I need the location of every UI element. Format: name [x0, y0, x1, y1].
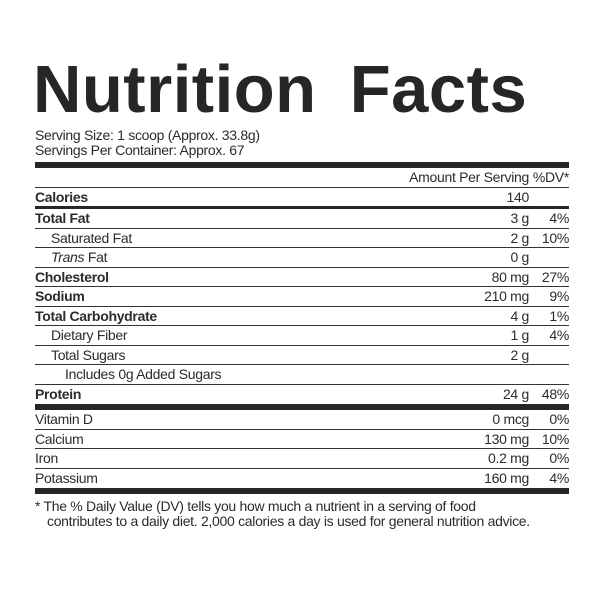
footnote: * The % Daily Value (DV) tells you how m… [35, 498, 530, 529]
nutrient-row: Saturated Fat 2 g 10% [35, 229, 569, 248]
label-title: Nutrition Facts [33, 52, 528, 127]
nutrient-row: Dietary Fiber 1 g 4% [35, 326, 569, 346]
vitamin-row: Iron 0.2 mg 0% [35, 449, 569, 469]
header-row: Amount Per Serving %DV* [35, 168, 569, 188]
nutrition-facts-label: Nutrition Facts Serving Size: 1 scoop (A… [33, 52, 569, 529]
nutrient-row: Protein 24 g 48% [35, 385, 569, 402]
nutrient-row: Sodium 210 mg 9% [35, 287, 569, 307]
nutrient-row: Total Fat 3 g 4% [35, 209, 569, 229]
nutrient-row: Trans Fat 0 g [35, 248, 569, 268]
divider-thick [35, 162, 569, 168]
nutrient-row: Total Carbohydrate 4 g 1% [35, 307, 569, 326]
divider-thick [35, 404, 569, 410]
nutrient-row: Includes 0g Added Sugars [35, 365, 569, 385]
divider-medium [35, 206, 569, 209]
amount-header: Amount Per Serving [409, 169, 529, 185]
vitamin-row: Potassium 160 mg 4% [35, 469, 569, 486]
vitamin-row: Calcium 130 mg 10% [35, 430, 569, 449]
divider-thick [35, 488, 569, 494]
nutrient-row: Cholesterol 80 mg 27% [35, 268, 569, 287]
servings-per-container: Servings Per Container: Approx. 67 [35, 142, 245, 158]
calories-row: Calories 140 [35, 188, 529, 205]
nutrient-row: Total Sugars 2 g [35, 346, 569, 365]
dv-header: %DV* [532, 169, 569, 185]
serving-size: Serving Size: 1 scoop (Approx. 33.8g) [35, 127, 260, 143]
